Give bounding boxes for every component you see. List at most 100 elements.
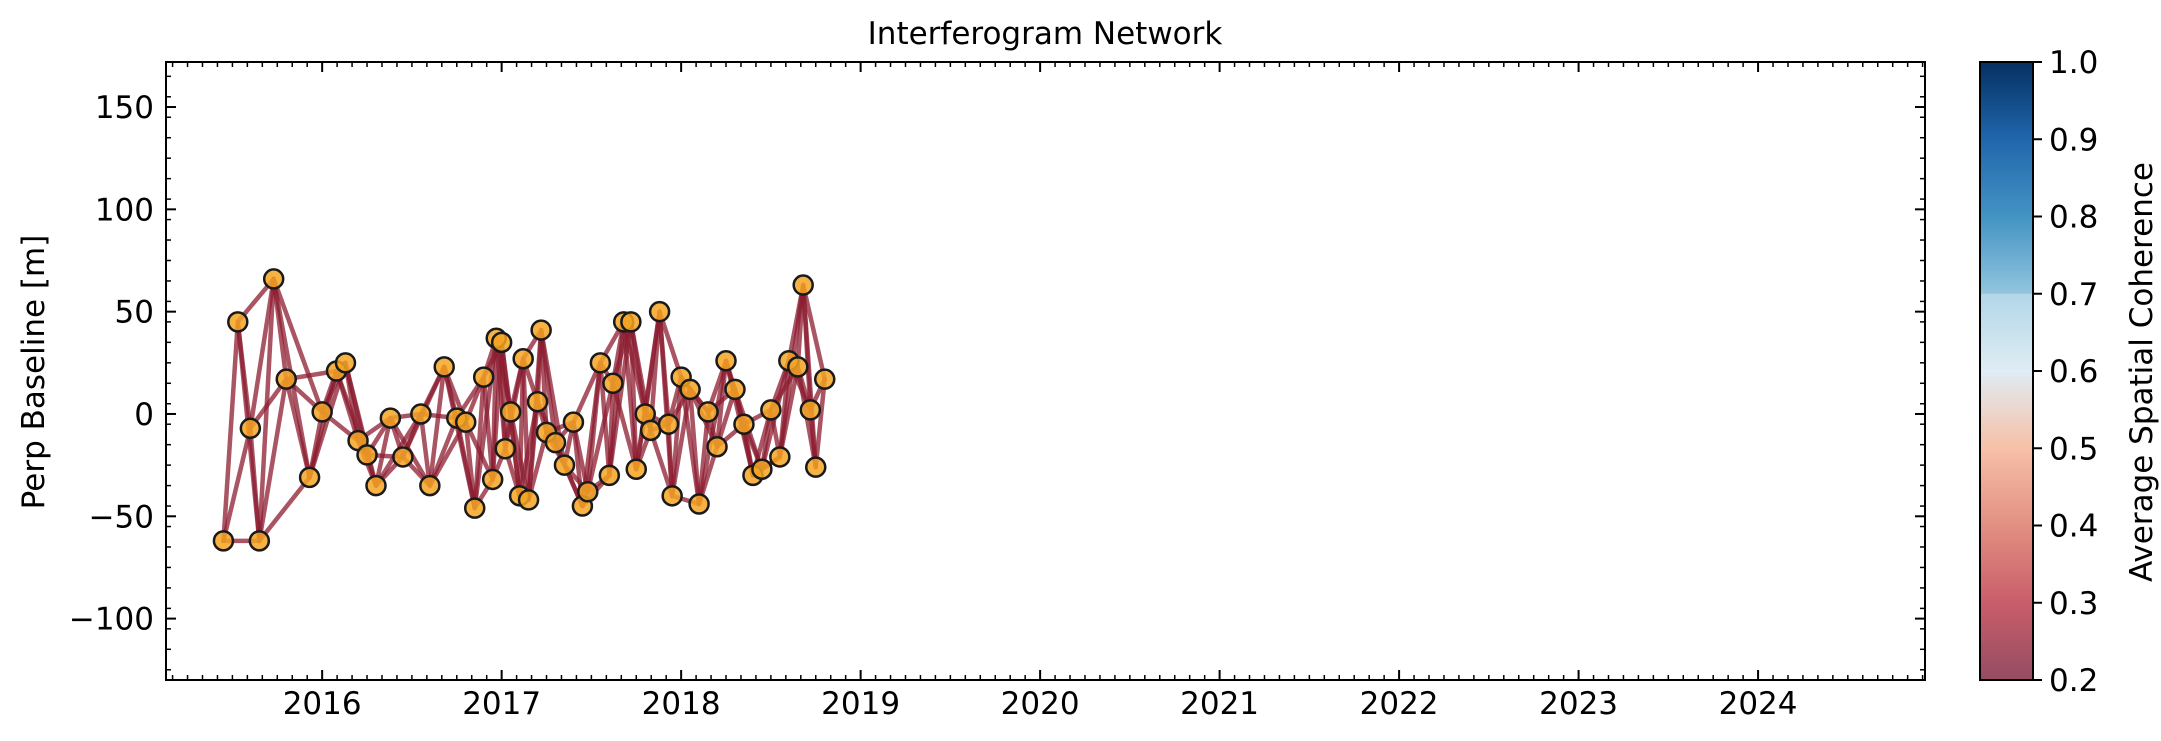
acquisition-point: [769, 446, 791, 468]
colorbar-tick-label: 0.9: [2049, 122, 2098, 158]
acquisition-point: [311, 401, 333, 423]
x-axis-ticks: 2016 2017 2018 2019 2020 2021 2022 2023 2024: [171, 62, 1924, 722]
acquisition-point: [657, 413, 680, 435]
acquisition-point: [530, 319, 552, 341]
interferogram-pair-line: [463, 419, 477, 511]
acquisition-point: [212, 530, 235, 552]
interferogram-pair-line: [373, 415, 393, 488]
acquisition-point: [419, 474, 441, 497]
interferogram-pair-line: [221, 319, 241, 544]
interferogram-pair-line: [585, 381, 616, 494]
chart-title: Interferogram Network: [868, 16, 1223, 52]
y-axis-ticks: −100 −50 0 50 100 150: [69, 75, 1925, 671]
acquisition-points: [212, 268, 836, 552]
colorbar-tick-label: 0.3: [2049, 586, 2098, 622]
acquisition-point: [512, 347, 534, 370]
x-tick-label: 2024: [1719, 686, 1798, 722]
acquisition-point: [706, 435, 728, 458]
interferogram-pair-line: [271, 276, 325, 415]
acquisition-point: [688, 493, 710, 515]
x-tick-label: 2020: [1001, 686, 1080, 722]
acquisition-point: [805, 456, 827, 478]
interferogram-pair-line: [628, 319, 639, 472]
acquisition-point: [577, 480, 599, 503]
colorbar: 0.2 0.3 0.4 0.5 0.6 0.7 0.8 0.9 1.0: [1979, 45, 2098, 699]
interferogram-pair-line: [248, 426, 262, 544]
acquisition-point: [392, 446, 414, 468]
colorbar-tick-label: 0.5: [2049, 431, 2098, 467]
y-tick-label: −50: [89, 499, 154, 535]
y-tick-label: 0: [134, 397, 154, 433]
acquisition-point: [262, 268, 285, 290]
acquisition-point: [787, 356, 809, 378]
interferogram-pair-line: [418, 411, 433, 488]
y-tick-label: 100: [95, 192, 154, 228]
interferogram-pair-line: [221, 426, 253, 544]
acquisition-point: [724, 378, 746, 401]
interferogram-pair-line: [257, 475, 312, 544]
acquisition-point: [365, 474, 387, 497]
x-tick-label: 2016: [283, 686, 362, 722]
interferogram-pair-line: [687, 387, 702, 507]
acquisition-point: [620, 311, 642, 333]
colorbar-masked-range: [1980, 293, 2033, 680]
y-tick-label: 50: [115, 295, 154, 331]
y-tick-label: 150: [95, 90, 154, 126]
x-tick-label: 2019: [821, 686, 900, 722]
acquisition-point: [517, 489, 540, 511]
interferogram-pair-line: [427, 364, 447, 488]
interferogram-pair-line: [714, 358, 729, 449]
acquisition-point: [799, 399, 822, 421]
acquisition-point: [526, 390, 549, 413]
plot-frame: [165, 61, 1926, 681]
acquisition-point: [356, 444, 378, 466]
x-tick-label: 2018: [642, 686, 721, 722]
acquisition-point: [481, 468, 504, 491]
interferogram-pair-line: [800, 282, 827, 382]
acquisition-point: [625, 458, 648, 480]
interferogram-pair-line: [648, 428, 675, 499]
y-axis-label: Perp Baseline [m]: [16, 235, 52, 510]
x-tick-label: 2017: [462, 686, 541, 722]
acquisition-point: [499, 401, 522, 423]
colorbar-tick-label: 0.8: [2049, 200, 2098, 236]
colorbar-tick-label: 0.7: [2049, 277, 2098, 313]
acquisition-point: [227, 311, 249, 333]
interferogram-pair-line: [813, 376, 827, 470]
acquisition-point: [715, 350, 737, 372]
y-tick-label: −100: [69, 602, 154, 638]
acquisition-point: [410, 403, 432, 425]
x-tick-label: 2021: [1180, 686, 1259, 722]
acquisition-point: [639, 419, 662, 442]
colorbar-tick-label: 0.6: [2049, 354, 2098, 390]
interferogram-pair-line: [610, 381, 639, 472]
acquisition-point: [602, 372, 624, 395]
acquisition-point: [379, 407, 402, 429]
acquisition-point: [553, 454, 576, 476]
interferogram-pair-line: [257, 376, 289, 544]
acquisition-point: [463, 497, 486, 519]
acquisition-point: [760, 399, 782, 421]
acquisition-point: [751, 458, 773, 480]
interferogram-pair-line: [571, 360, 603, 425]
acquisition-point: [334, 352, 357, 374]
acquisition-point: [679, 378, 701, 401]
acquisition-point: [275, 368, 298, 390]
acquisition-point: [648, 300, 671, 323]
colorbar-gradient: [1980, 62, 2033, 680]
acquisition-point: [298, 466, 321, 489]
acquisition-point: [454, 411, 477, 433]
interferogram-pair-line: [248, 276, 276, 431]
x-tick-label: 2023: [1539, 686, 1618, 722]
acquisition-point: [472, 366, 495, 388]
plot-area: 2016 2017 2018 2019 2020 2021 2022 2023 2024 −100…: [69, 61, 1926, 722]
acquisition-point: [562, 411, 585, 433]
acquisition-point: [490, 331, 513, 354]
x-tick-label: 2022: [1360, 686, 1439, 722]
interferogram-pair-line: [520, 356, 531, 503]
acquisition-point: [661, 485, 683, 507]
acquisition-point: [697, 401, 719, 423]
interferogram-pair-line: [585, 360, 603, 494]
